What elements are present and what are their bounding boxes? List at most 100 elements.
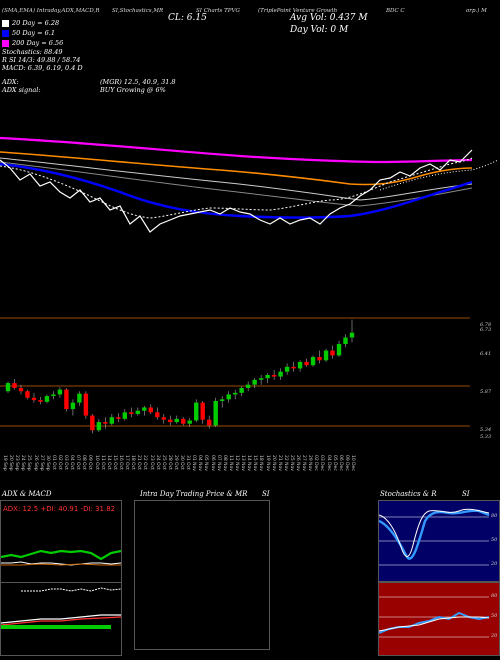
candle-body: [5, 383, 11, 392]
stochastics-si: SI: [462, 490, 470, 498]
date-tick: 10 Dec: [350, 455, 355, 471]
stoch-tick-50: 50: [491, 537, 498, 543]
date-tick: 02 Oct: [56, 455, 62, 470]
date-tick: 03 Oct: [63, 455, 69, 470]
candle-body: [232, 392, 238, 395]
date-tick: 24 Sep: [20, 455, 26, 471]
date-tick: 25 Nov: [288, 455, 294, 471]
date-tick: 19 Sep: [2, 455, 7, 471]
moving-averages-chart: [0, 136, 499, 233]
candle-body: [116, 417, 121, 419]
candle-body: [31, 397, 37, 401]
candle-body: [181, 418, 186, 424]
adx-signal-label: ADX signal:: [2, 86, 41, 94]
candle-body: [174, 418, 179, 423]
macd-readout: MACD: 6.39, 6.19, 0.4 D: [2, 64, 83, 72]
price-tick-4: 5.87: [480, 389, 492, 395]
date-tick: 10 Oct: [93, 455, 99, 470]
intraday-si: SI: [262, 490, 270, 498]
macd-upper-line: [21, 587, 121, 592]
candle-body: [323, 350, 329, 361]
adx-lines: [1, 549, 121, 566]
date-tick: 30 Sep: [44, 455, 50, 471]
candle-body: [239, 387, 244, 393]
date-axis: 19 Sep 20 Sep 23 Sep 24 Sep 25 Sep 26 Sep 27 S…: [0, 445, 500, 481]
candle-body: [271, 374, 277, 377]
candle-body: [265, 374, 270, 379]
rsi-tick-50: 50: [491, 613, 498, 619]
stoch-tick-80: 80: [491, 513, 498, 519]
date-tick: 05 Nov: [203, 455, 209, 471]
sma50-line: [0, 162, 473, 219]
candle-body: [25, 391, 30, 398]
sma20-label: 20 Day = 6.28: [12, 19, 60, 27]
adx-panel: ADX: 12.5 +DI: 40.91 -DI: 31.82: [0, 500, 122, 584]
candle-body: [90, 415, 95, 431]
price-tick-1: 6.78: [480, 322, 492, 328]
candle-body: [291, 366, 296, 369]
date-tick: 29 Nov: [307, 455, 313, 471]
candle-body: [129, 412, 134, 414]
date-tick: 13 Nov: [240, 455, 246, 471]
candle-body: [349, 332, 355, 338]
header-title-6: orp.) M: [466, 8, 487, 14]
header-title-5: BDC C: [386, 8, 405, 14]
candle-body: [343, 337, 348, 345]
date-tick: 05 Dec: [331, 455, 337, 471]
sma200-label: 200 Day = 6.56: [12, 39, 64, 47]
candle-body: [142, 407, 147, 411]
candle-body: [187, 420, 192, 424]
candle-body: [96, 422, 102, 431]
date-tick: 26 Sep: [32, 455, 38, 471]
adx-label: ADX:: [2, 78, 19, 86]
candle-body: [310, 357, 316, 366]
sma200-swatch: [2, 40, 9, 47]
rsi-panel: 80 50 20: [378, 582, 500, 656]
date-tick: 15 Oct: [111, 455, 117, 470]
sma20-dotted: [379, 159, 499, 191]
rsi-line: [379, 611, 490, 634]
close-price: CL: 6.15: [168, 13, 207, 23]
date-tick: 24 Oct: [154, 455, 160, 470]
candle-body: [297, 361, 303, 369]
candle-body: [252, 379, 257, 385]
date-tick: 14 Oct: [105, 455, 111, 470]
date-tick: 23 Sep: [14, 455, 20, 471]
sma50-swatch: [2, 30, 9, 37]
stochastics-lines: [379, 508, 490, 566]
day-volume: Day Vol: 0 M: [290, 25, 349, 35]
sma20-swatch: [2, 20, 9, 27]
header-title-2: SI,Stochastics,MR: [112, 8, 164, 14]
macd-line: [1, 614, 121, 624]
candle-body: [336, 344, 342, 356]
candle-body: [103, 422, 108, 424]
adx-value: (MGR) 12.5, 40.9, 31.8: [100, 78, 176, 86]
intraday-title: Intra Day Trading Price & MR: [140, 490, 248, 498]
sma50-label: 50 Day = 6.1: [12, 29, 56, 37]
price-tick-2: 6.73: [480, 327, 492, 333]
candle-body: [38, 400, 43, 402]
candle-body: [155, 412, 160, 418]
date-tick: 11 Oct: [99, 455, 105, 470]
sma200-line: [0, 136, 473, 164]
candle-body: [317, 357, 322, 361]
ema-line: [0, 151, 473, 186]
macd-lines: [1, 587, 121, 629]
candle-body: [109, 417, 115, 424]
candle-body: [168, 419, 173, 423]
date-tick: 12 Nov: [234, 455, 239, 471]
ema-line-3: [0, 161, 473, 207]
candle-body: [219, 399, 225, 401]
macd-signal-line: [1, 616, 121, 626]
date-tick: 09 Dec: [343, 455, 349, 471]
candle-body: [12, 383, 17, 388]
date-tick: 17 Oct: [124, 455, 130, 470]
ema-line-2: [0, 157, 473, 201]
price-tick-3: 6.41: [480, 351, 492, 357]
stoch-d-line: [379, 509, 490, 560]
date-tick: 29 Oct: [172, 455, 178, 470]
rsi-tick-20: 20: [491, 633, 498, 639]
stochastics-panel: 80 50 20: [378, 500, 500, 582]
stoch-tick-20: 20: [491, 561, 498, 567]
candle-body: [77, 393, 82, 403]
